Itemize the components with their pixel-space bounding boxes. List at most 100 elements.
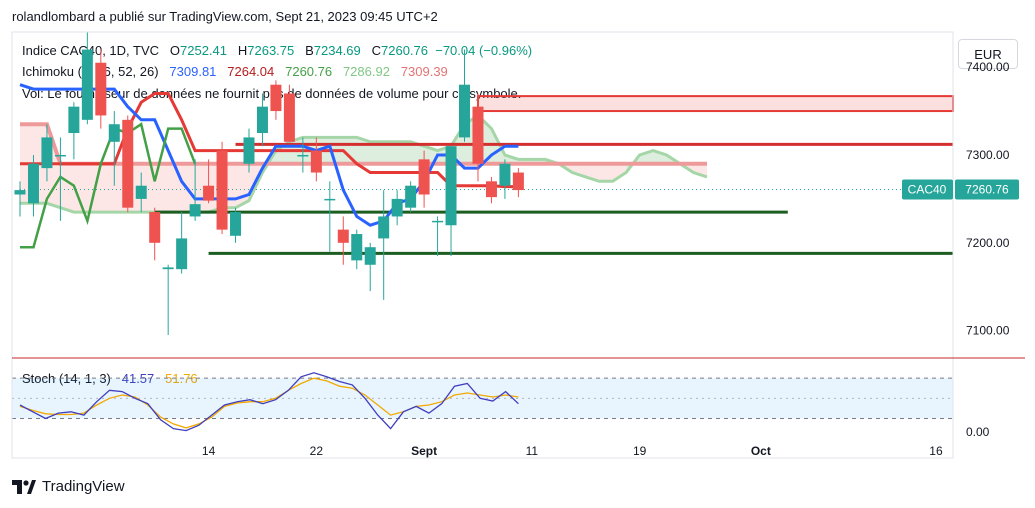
candle-body bbox=[256, 106, 268, 134]
candle-body bbox=[176, 238, 188, 270]
candle-body bbox=[310, 150, 322, 173]
stoch-label: Stoch (14, 1, 3) bbox=[22, 371, 111, 386]
ichimoku-label: Ichimoku (9, 26, 52, 26) bbox=[22, 64, 159, 79]
cloud-segment bbox=[464, 115, 478, 164]
time-tick-label: 14 bbox=[202, 444, 216, 458]
candle-body bbox=[485, 181, 497, 198]
candle-body bbox=[149, 212, 161, 243]
candle-body bbox=[418, 159, 430, 195]
candle-body bbox=[230, 212, 242, 236]
candle-body bbox=[378, 216, 390, 239]
cloud-segment bbox=[329, 137, 344, 164]
cloud-segment bbox=[558, 163, 573, 173]
candle-body bbox=[472, 106, 484, 164]
symbol-legend: Indice CAC40, 1D, TVC O7252.41 H7263.75 … bbox=[22, 43, 532, 58]
span-a-line bbox=[20, 113, 708, 214]
currency-button[interactable]: EUR bbox=[958, 39, 1018, 69]
candle-body bbox=[499, 163, 511, 186]
ichimoku-base-value: 7264.04 bbox=[227, 64, 275, 79]
cloud-segment bbox=[612, 163, 627, 182]
cloud-segment bbox=[100, 163, 115, 213]
candle-body bbox=[189, 204, 201, 217]
ichimoku-lagging-value: 7260.76 bbox=[285, 64, 333, 79]
time-tick-label: Oct bbox=[751, 444, 771, 458]
candle-body bbox=[27, 163, 39, 204]
cloud-segment bbox=[626, 154, 640, 173]
ichimoku-lines bbox=[19, 83, 519, 249]
stoch-d-value: 51.76 bbox=[165, 371, 198, 386]
cloud-segment bbox=[531, 159, 546, 164]
conversion-line bbox=[19, 83, 519, 227]
open-value: 7252.41 bbox=[180, 43, 228, 58]
cloud-segment bbox=[60, 163, 74, 213]
volume-note: Vol: Le fournisseur de données ne fourni… bbox=[22, 86, 522, 101]
candle-body bbox=[364, 247, 376, 265]
cloud-segment bbox=[208, 163, 223, 213]
cloud-segment bbox=[195, 163, 209, 213]
cloud-segment bbox=[181, 163, 196, 213]
cloud-segment bbox=[87, 163, 101, 213]
candle-body bbox=[297, 154, 309, 157]
cloud-segment bbox=[154, 163, 169, 213]
publisher-header: rolandlombard a publié sur TradingView.c… bbox=[12, 9, 438, 24]
cloud-segment bbox=[235, 163, 249, 208]
ichimoku-span-b-value: 7309.39 bbox=[400, 64, 448, 79]
drawings-layer bbox=[20, 95, 954, 255]
price-tick-label: 7100.00 bbox=[966, 324, 1010, 338]
price-tag-label: 7260.76 bbox=[965, 182, 1009, 196]
cloud-segment bbox=[262, 150, 276, 173]
cloud-segment bbox=[599, 163, 613, 182]
cloud-segment bbox=[477, 115, 492, 164]
cloud-segment bbox=[518, 159, 532, 164]
time-tick-label: 11 bbox=[526, 444, 539, 458]
cloud-segment bbox=[424, 146, 438, 164]
candle-body bbox=[54, 154, 66, 157]
cloud-segment bbox=[680, 163, 694, 173]
cloud-segment bbox=[491, 128, 505, 164]
cloud-segment bbox=[46, 124, 61, 208]
cloud-segment bbox=[275, 141, 290, 164]
price-tick-label: 7200.00 bbox=[966, 236, 1010, 250]
stoch-tick-label: 0.00 bbox=[966, 425, 990, 439]
candle-body bbox=[122, 119, 134, 208]
cloud-segment bbox=[585, 163, 600, 182]
candle-body bbox=[243, 137, 255, 164]
candle-body bbox=[108, 124, 120, 142]
candle-body bbox=[81, 49, 93, 120]
cloud-segment bbox=[666, 154, 681, 164]
cloud-segment bbox=[572, 163, 586, 177]
cloud-segment bbox=[289, 137, 303, 164]
change-value: −70.04 (−0.96%) bbox=[435, 43, 533, 58]
cloud-segment bbox=[141, 163, 155, 213]
candle-body bbox=[432, 220, 444, 223]
close-label: C bbox=[371, 43, 381, 58]
span-b-line bbox=[20, 122, 707, 166]
candle-body bbox=[162, 267, 174, 270]
cloud-segment bbox=[302, 137, 317, 164]
candle-body bbox=[41, 137, 53, 169]
price-tag-bg bbox=[955, 179, 1019, 200]
time-tick-label: Sept bbox=[411, 444, 437, 458]
ichimoku-conversion-value: 7309.81 bbox=[169, 64, 217, 79]
tradingview-logo[interactable]: TradingView bbox=[12, 478, 125, 495]
cloud-segment bbox=[693, 163, 707, 177]
lagging-line bbox=[20, 122, 197, 249]
price-tick-label: 7300.00 bbox=[966, 148, 1010, 162]
close-value: 7260.76 bbox=[381, 43, 428, 58]
stoch-legend: Stoch (14, 1, 3) 41.57 51.76 bbox=[22, 371, 198, 386]
cloud-segment bbox=[437, 146, 452, 164]
cloud-segment bbox=[639, 150, 654, 164]
cloud-segment bbox=[33, 124, 47, 204]
cloud-segment bbox=[73, 163, 88, 213]
cloud-segment bbox=[545, 159, 559, 164]
base-line bbox=[20, 92, 519, 189]
cloud-segment bbox=[114, 163, 128, 213]
ichimoku-legend: Ichimoku (9, 26, 52, 26) 7309.81 7264.04… bbox=[22, 64, 448, 79]
cloud-segment bbox=[397, 141, 411, 164]
candle-body bbox=[445, 146, 457, 226]
candle-body bbox=[391, 198, 403, 217]
ichimoku-span-a-value: 7286.92 bbox=[342, 64, 390, 79]
cloud-segment bbox=[383, 141, 398, 164]
low-value: 7234.69 bbox=[313, 43, 361, 58]
resistance-zone bbox=[476, 95, 954, 113]
